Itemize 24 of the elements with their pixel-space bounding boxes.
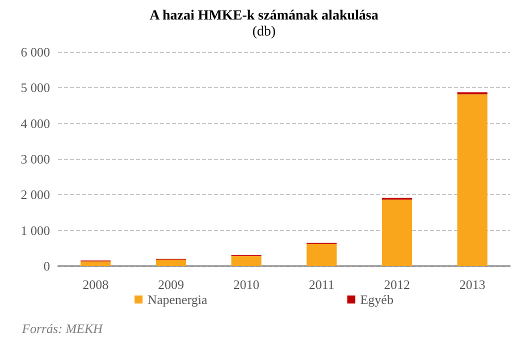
bar: [306, 244, 337, 266]
bar: [231, 256, 262, 266]
legend-label: Napenergia: [148, 292, 208, 307]
x-tick-label: 2009: [158, 277, 184, 292]
y-tick-label: 4 000: [20, 116, 50, 131]
bar: [156, 260, 186, 266]
text: Forrás: MEKH: [21, 321, 104, 336]
y-tick-label: 0: [44, 258, 50, 274]
x-tick-label: 2011: [308, 277, 334, 292]
x-tick-label: 2008: [82, 277, 109, 292]
bar: [382, 200, 412, 266]
bar: [457, 94, 488, 266]
chart-subtitle: (db): [252, 24, 276, 40]
y-tick-label: 5 000: [20, 80, 50, 96]
legend-label: Egyéb: [360, 292, 394, 307]
y-tick-label: 2 000: [20, 187, 50, 202]
x-tick-label: 2012: [384, 277, 410, 292]
x-tick-label: 2010: [233, 277, 260, 292]
x-tick-label: 2013: [459, 277, 486, 292]
y-tick-label: 3 000: [20, 152, 50, 166]
y-tick-label: 6 000: [20, 44, 50, 60]
chart-title: A hazai HMKE-k számának alakulása: [150, 8, 378, 24]
bar: [80, 261, 111, 266]
y-tick-label: 1 000: [20, 222, 50, 238]
